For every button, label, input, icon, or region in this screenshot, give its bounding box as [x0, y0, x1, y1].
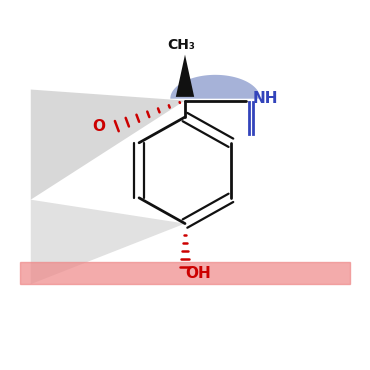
Polygon shape	[170, 75, 260, 99]
Text: O: O	[92, 119, 105, 134]
Polygon shape	[176, 55, 194, 97]
Text: NH: NH	[253, 91, 279, 106]
Text: CH₃: CH₃	[167, 38, 195, 53]
Text: OH: OH	[185, 266, 211, 280]
Polygon shape	[31, 90, 185, 200]
Polygon shape	[31, 200, 185, 284]
Bar	[20, 262, 350, 284]
